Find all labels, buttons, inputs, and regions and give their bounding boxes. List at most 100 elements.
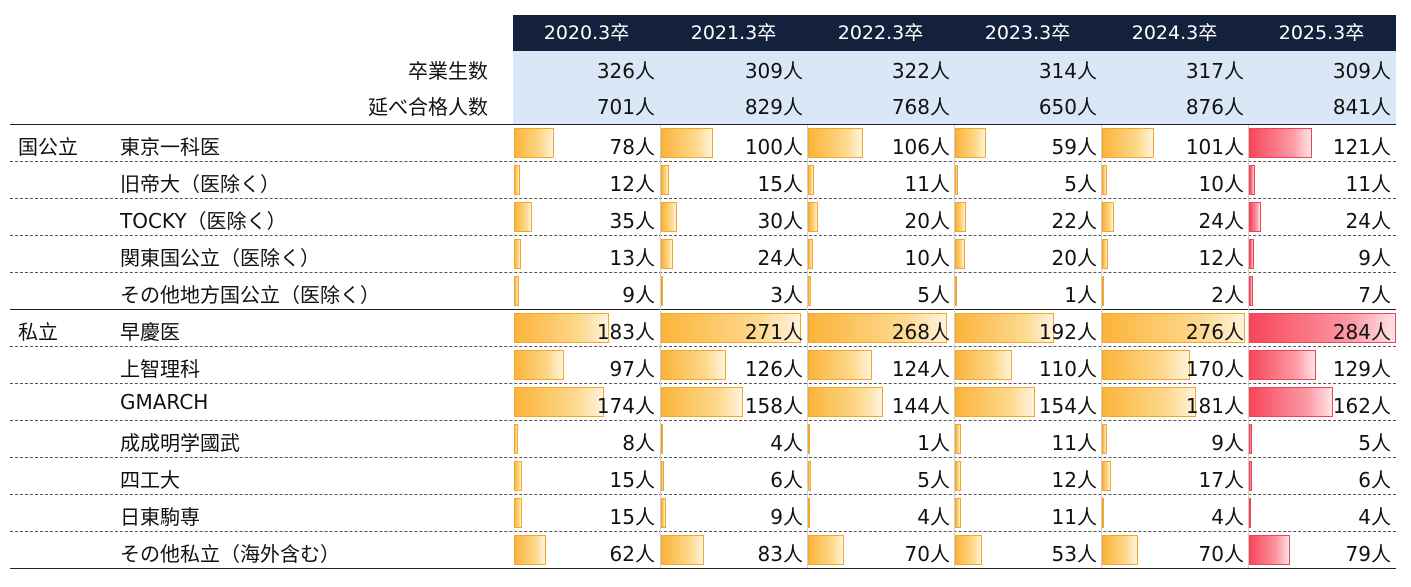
row-divider bbox=[10, 161, 1396, 162]
value-label: 20人 bbox=[904, 209, 950, 233]
value-label: 24人 bbox=[1345, 209, 1391, 233]
row-divider bbox=[10, 420, 1396, 421]
column-header: 2021.3卒 bbox=[660, 15, 807, 51]
value-bar bbox=[808, 276, 811, 306]
value-label: 271人 bbox=[744, 320, 803, 344]
value-label: 110人 bbox=[1038, 357, 1097, 381]
category-label: TOCKY（医除く） bbox=[120, 209, 287, 233]
value-bar bbox=[1249, 165, 1255, 195]
column-divider bbox=[1248, 125, 1249, 568]
category-label: 上智理科 bbox=[120, 357, 200, 381]
summary-cell: 322人 bbox=[891, 59, 950, 83]
summary-row-label: 卒業生数 bbox=[408, 59, 488, 83]
category-label: 東京一科医 bbox=[120, 135, 220, 159]
value-bar bbox=[1102, 461, 1111, 491]
value-label: 144人 bbox=[891, 394, 950, 418]
category-label: 日東駒専 bbox=[120, 505, 200, 529]
value-bar bbox=[1249, 498, 1252, 528]
value-bar bbox=[514, 535, 547, 565]
value-label: 15人 bbox=[757, 172, 803, 196]
summary-background bbox=[513, 51, 1396, 124]
value-bar bbox=[514, 313, 609, 343]
value-bar bbox=[514, 239, 521, 269]
summary-cell: 701人 bbox=[596, 95, 655, 119]
value-bar bbox=[955, 128, 986, 158]
value-label: 4人 bbox=[1358, 505, 1391, 529]
value-bar bbox=[514, 387, 605, 417]
value-bar bbox=[808, 313, 947, 343]
column-header: 2024.3卒 bbox=[1101, 15, 1248, 51]
value-bar bbox=[955, 387, 1035, 417]
value-bar bbox=[1249, 128, 1312, 158]
value-label: 9人 bbox=[770, 505, 803, 529]
value-label: 4人 bbox=[1211, 505, 1244, 529]
value-bar bbox=[514, 424, 519, 454]
row-divider bbox=[10, 198, 1396, 199]
value-bar bbox=[955, 313, 1055, 343]
value-label: 13人 bbox=[609, 246, 655, 270]
value-label: 11人 bbox=[1051, 431, 1097, 455]
value-bar bbox=[1249, 461, 1253, 491]
value-label: 83人 bbox=[757, 542, 803, 566]
value-label: 5人 bbox=[917, 283, 950, 307]
column-divider bbox=[807, 125, 808, 568]
column-header: 2020.3卒 bbox=[513, 15, 660, 51]
value-bar bbox=[514, 350, 565, 380]
value-bar bbox=[514, 165, 521, 195]
value-bar bbox=[808, 165, 814, 195]
value-label: 6人 bbox=[770, 468, 803, 492]
value-label: 2人 bbox=[1211, 283, 1244, 307]
value-bar bbox=[1249, 424, 1252, 454]
value-label: 11人 bbox=[904, 172, 950, 196]
value-label: 126人 bbox=[744, 357, 803, 381]
value-label: 158人 bbox=[744, 394, 803, 418]
group-label: 国公立 bbox=[18, 135, 78, 159]
value-label: 101人 bbox=[1185, 135, 1244, 159]
group-divider bbox=[10, 124, 1396, 125]
value-bar bbox=[1249, 387, 1333, 417]
value-label: 11人 bbox=[1051, 505, 1097, 529]
value-bar bbox=[661, 424, 664, 454]
column-divider bbox=[1101, 125, 1102, 568]
row-divider bbox=[10, 235, 1396, 236]
value-bar bbox=[1102, 276, 1104, 306]
value-label: 9人 bbox=[622, 283, 655, 307]
row-divider bbox=[10, 494, 1396, 495]
value-label: 62人 bbox=[609, 542, 655, 566]
value-label: 78人 bbox=[609, 135, 655, 159]
value-bar bbox=[1102, 535, 1139, 565]
value-bar bbox=[661, 461, 665, 491]
value-bar bbox=[1102, 239, 1109, 269]
value-label: 10人 bbox=[904, 246, 950, 270]
value-bar bbox=[661, 498, 666, 528]
category-label: その他私立（海外含む） bbox=[120, 542, 340, 566]
value-label: 4人 bbox=[770, 431, 803, 455]
value-bar bbox=[1102, 313, 1245, 343]
value-label: 59人 bbox=[1051, 135, 1097, 159]
value-label: 17人 bbox=[1198, 468, 1244, 492]
value-label: 24人 bbox=[1198, 209, 1244, 233]
value-label: 121人 bbox=[1332, 135, 1391, 159]
value-bar bbox=[661, 387, 743, 417]
value-bar bbox=[514, 461, 522, 491]
category-label: 関東国公立（医除く） bbox=[120, 246, 320, 270]
value-label: 15人 bbox=[609, 468, 655, 492]
value-bar bbox=[661, 165, 669, 195]
value-label: 1人 bbox=[917, 431, 950, 455]
row-divider bbox=[10, 531, 1396, 532]
value-label: 1人 bbox=[1064, 283, 1097, 307]
summary-cell: 768人 bbox=[891, 95, 950, 119]
value-label: 12人 bbox=[609, 172, 655, 196]
value-label: 4人 bbox=[917, 505, 950, 529]
value-bar bbox=[1249, 202, 1262, 232]
value-bar bbox=[808, 202, 819, 232]
value-label: 174人 bbox=[596, 394, 655, 418]
summary-row-label: 延べ合格人数 bbox=[368, 95, 488, 119]
value-bar bbox=[514, 202, 533, 232]
value-bar bbox=[1102, 387, 1196, 417]
value-bar bbox=[808, 535, 845, 565]
value-label: 70人 bbox=[904, 542, 950, 566]
value-bar bbox=[955, 498, 961, 528]
summary-cell: 876人 bbox=[1185, 95, 1244, 119]
category-label: 成成明学國武 bbox=[120, 431, 240, 455]
